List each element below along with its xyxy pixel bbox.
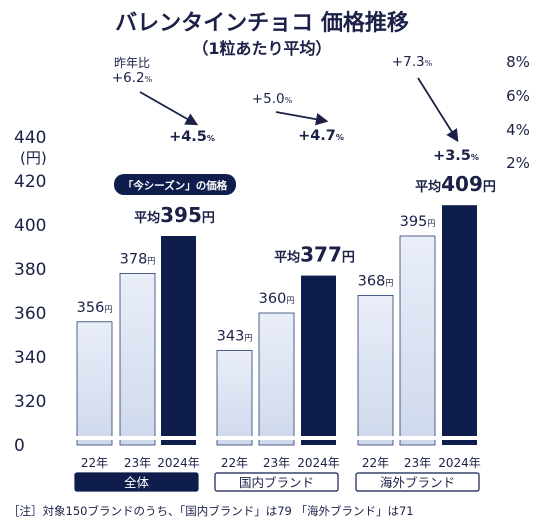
growth-label: +4.7% bbox=[298, 128, 344, 144]
right-axis-tick-label: 4% bbox=[506, 121, 530, 139]
year-label: 2024年 bbox=[297, 456, 340, 470]
growth-prefix-label: 昨年比 bbox=[114, 56, 150, 70]
bar bbox=[399, 235, 436, 446]
current-average-label: 平均409円 bbox=[415, 172, 496, 196]
year-label: 23年 bbox=[263, 456, 290, 470]
y-tick-label: 320 bbox=[14, 392, 46, 412]
season-badge-bg bbox=[114, 174, 236, 195]
bar-base-stripe bbox=[76, 436, 113, 440]
bar-base-stripe bbox=[441, 436, 478, 440]
growth-label: +7.3% bbox=[392, 54, 433, 70]
y-tick-label: 380 bbox=[14, 260, 46, 280]
y-tick-label: 440 bbox=[14, 128, 46, 148]
group-name: 海外ブランド bbox=[380, 475, 455, 490]
group-label-box bbox=[74, 472, 199, 492]
growth-label: +3.5% bbox=[433, 148, 479, 164]
right-axis-tick-label: 8% bbox=[506, 53, 530, 71]
bar-base-stripe bbox=[119, 436, 156, 440]
group-name: 全体 bbox=[124, 475, 150, 490]
group-label-box bbox=[214, 472, 339, 492]
chart-title: バレンタインチョコ 価格推移 bbox=[115, 10, 409, 36]
bar-value-label: 368円 bbox=[358, 273, 394, 289]
bar bbox=[301, 275, 336, 445]
growth-label: +5.0% bbox=[252, 91, 293, 107]
y-tick-label: 360 bbox=[14, 304, 46, 324]
group-name: 国内ブランド bbox=[239, 475, 314, 490]
bar-base-stripe bbox=[300, 436, 337, 440]
season-badge: 「今シーズン」の価格 bbox=[114, 174, 236, 195]
bar-value-label: 395円 bbox=[400, 214, 436, 230]
bar-value-label: 360円 bbox=[259, 291, 295, 307]
bar bbox=[119, 272, 156, 446]
footnote: ［注］対象150ブランドのうち、「国内ブランド」は79 「海外ブランド」は71 bbox=[8, 504, 414, 518]
growth-arrow bbox=[139, 91, 199, 126]
growth-arrow bbox=[417, 77, 459, 143]
right-axis-tick-label: 2% bbox=[506, 154, 530, 172]
year-label: 22年 bbox=[81, 456, 108, 470]
year-label: 22年 bbox=[362, 456, 389, 470]
year-label: 2024年 bbox=[157, 456, 200, 470]
growth-label: +4.5% bbox=[169, 129, 215, 145]
bar-value-label: 356円 bbox=[77, 300, 113, 316]
season-badge-label: 「今シーズン」の価格 bbox=[123, 179, 228, 192]
bar-value-label: 378円 bbox=[120, 251, 156, 267]
bar-base-stripe bbox=[160, 436, 197, 440]
right-axis-tick-label: 6% bbox=[506, 87, 530, 105]
y-tick-label: 420 bbox=[14, 172, 46, 192]
bar-base-stripe bbox=[399, 436, 436, 440]
bar bbox=[216, 349, 253, 446]
bar bbox=[76, 321, 113, 446]
chart-subtitle: （1粒あたり平均） bbox=[192, 39, 331, 58]
bar bbox=[161, 236, 196, 445]
y-unit-label: (円) bbox=[20, 149, 47, 167]
right-axis: 8% 6% 4% 2% bbox=[506, 53, 530, 172]
bar bbox=[357, 294, 394, 446]
growth-annotations: 昨年比+6.2% +4.5% +5.0% +4.7% +7.3% +3.5% bbox=[112, 54, 479, 164]
bar bbox=[258, 312, 295, 446]
growth-label: +6.2% bbox=[112, 70, 153, 86]
bar-base-stripe bbox=[357, 436, 394, 440]
group-label-box bbox=[355, 472, 480, 492]
bar-value-label: 343円 bbox=[217, 328, 253, 344]
year-label: 23年 bbox=[404, 456, 431, 470]
y-axis: 440 420 400 380 360 340 320 0 bbox=[14, 128, 46, 456]
y-tick-label: 0 bbox=[14, 436, 25, 456]
current-average-label: 平均377円 bbox=[274, 243, 355, 267]
current-average-label: 平均395円 bbox=[134, 203, 215, 227]
year-label: 23年 bbox=[124, 456, 151, 470]
bar-base-stripe bbox=[216, 436, 253, 440]
year-label: 22年 bbox=[221, 456, 248, 470]
y-tick-label: 400 bbox=[14, 216, 46, 236]
bar bbox=[442, 205, 477, 445]
growth-arrow bbox=[275, 111, 329, 126]
bar-base-stripe bbox=[258, 436, 295, 440]
year-label: 2024年 bbox=[438, 456, 481, 470]
y-tick-label: 340 bbox=[14, 348, 46, 368]
